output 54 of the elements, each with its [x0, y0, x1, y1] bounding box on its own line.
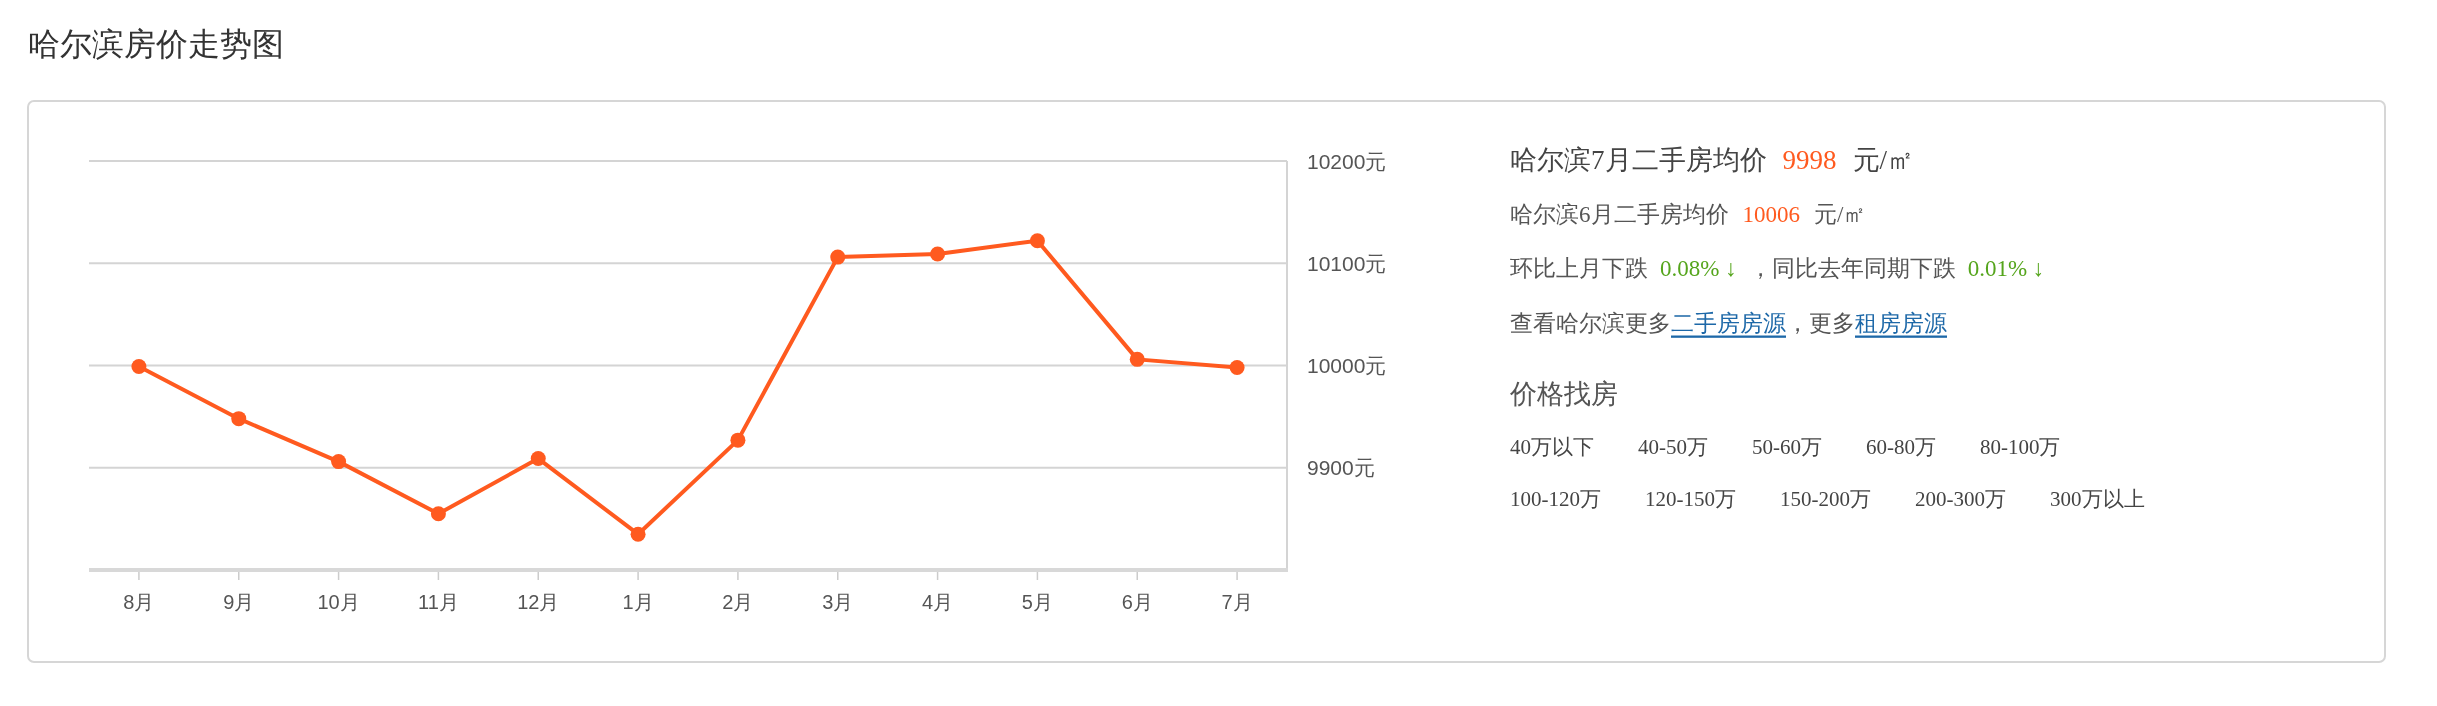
text: ，更多: [1786, 310, 1855, 336]
text: 10006: [1742, 201, 1800, 227]
point: [131, 359, 147, 375]
text: 二手房房源: [1671, 310, 1786, 336]
text: 40万以下: [1510, 435, 1594, 459]
point: [730, 432, 746, 448]
text: 价格找房: [1509, 379, 1618, 409]
text: 查看哈尔滨更多: [1510, 310, 1671, 336]
text: 100-120万: [1510, 487, 1601, 511]
text: 环比上月下跌: [1510, 255, 1648, 281]
text: 150-200万: [1780, 487, 1871, 511]
point: [430, 506, 446, 522]
y-tick-label: 9900元: [1307, 456, 1375, 480]
text: 9998: [1782, 145, 1837, 175]
x-tick-label: 2月: [722, 591, 754, 613]
text: ，同比去年同期下跌: [1748, 255, 1956, 281]
text: 300万以上: [2050, 487, 2145, 511]
text: 60-80万: [1866, 435, 1936, 459]
x-tick-label: 11月: [418, 591, 459, 613]
x-tick-label: 7月: [1221, 591, 1253, 613]
point: [530, 451, 546, 467]
text: 40-50万: [1638, 435, 1708, 459]
text: 200-300万: [1915, 487, 2006, 511]
text: 哈尔滨7月二手房均价: [1510, 145, 1767, 175]
x-tick-label: 3月: [822, 591, 854, 613]
x-tick-label: 8月: [123, 591, 155, 613]
x-tick-label: 5月: [1021, 591, 1053, 613]
text: 元/㎡: [1814, 201, 1867, 227]
text: 80-100万: [1980, 435, 2061, 459]
point: [630, 526, 646, 542]
point: [231, 411, 247, 427]
text: 120-150万: [1645, 487, 1736, 511]
x-tick-label: 6月: [1121, 591, 1153, 613]
y-tick-label: 10100元: [1307, 251, 1387, 275]
y-tick-label: 10200元: [1307, 149, 1387, 173]
x-tick-label: 1月: [622, 591, 654, 613]
x-tick-label: 12月: [517, 591, 560, 613]
point: [1029, 233, 1045, 249]
text: 哈尔滨6月二手房均价: [1510, 201, 1729, 227]
point: [1129, 351, 1145, 367]
x-tick-label: 9月: [223, 591, 255, 613]
point: [930, 246, 946, 262]
x-tick-label: 10月: [317, 591, 360, 613]
point: [1229, 360, 1245, 376]
point: [331, 454, 347, 470]
text: 元/㎡: [1852, 145, 1915, 175]
text: 租房房源: [1855, 310, 1947, 336]
text: 0.01% ↓: [1967, 255, 2045, 281]
text: 0.08% ↓: [1660, 255, 1737, 281]
chart-title: 哈尔滨房价走势图: [28, 26, 284, 62]
point: [830, 249, 846, 265]
x-tick-label: 4月: [922, 591, 954, 613]
text: 50-60万: [1752, 435, 1822, 459]
y-tick-label: 10000元: [1307, 354, 1387, 377]
